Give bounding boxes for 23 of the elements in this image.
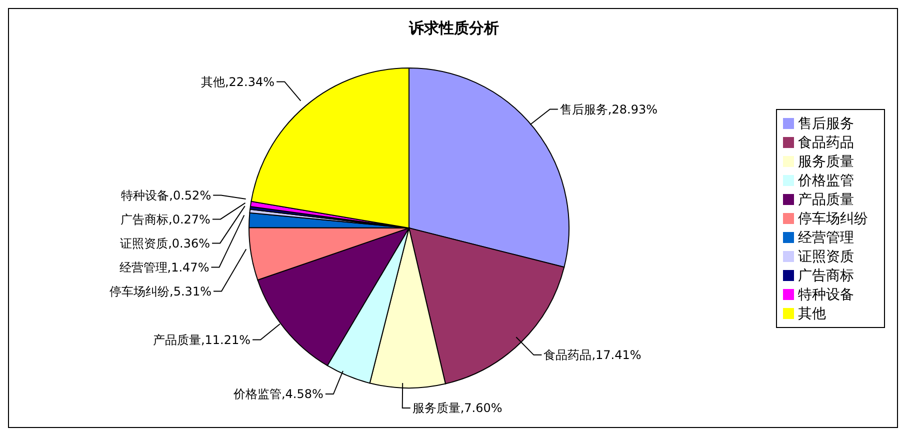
- data-label: 经营管理,1.47%: [119, 260, 210, 274]
- data-label: 售后服务,28.93%: [560, 102, 658, 116]
- data-label: 价格监管,4.58%: [232, 387, 324, 402]
- chart-title: 诉求性质分析: [408, 19, 500, 38]
- legend-label: 售后服务: [798, 116, 854, 132]
- legend-label: 其他: [798, 306, 826, 322]
- data-label: 其他,22.34%: [200, 74, 275, 89]
- legend-label: 证照资质: [798, 248, 854, 264]
- legend-label: 停车场纠纷: [798, 210, 868, 226]
- data-label: 产品质量,11.21%: [152, 333, 251, 347]
- data-label: 特种设备,0.52%: [121, 188, 212, 202]
- data-label: 食品药品,17.41%: [544, 348, 642, 362]
- legend-label: 价格监管: [798, 172, 854, 188]
- legend-label: 食品药品: [798, 134, 854, 150]
- data-label: 停车场纠纷,5.31%: [110, 284, 212, 298]
- data-label: 证照资质,0.36%: [120, 236, 210, 250]
- legend-label: 特种设备: [798, 286, 854, 302]
- legend-label: 广告商标: [798, 268, 854, 284]
- legend-label: 经营管理: [798, 230, 854, 246]
- data-label: 广告商标,0.27%: [120, 212, 210, 226]
- legend-label: 服务质量: [798, 154, 854, 170]
- legend-label: 产品质量: [798, 192, 854, 208]
- data-label: 服务质量,7.60%: [412, 401, 502, 416]
